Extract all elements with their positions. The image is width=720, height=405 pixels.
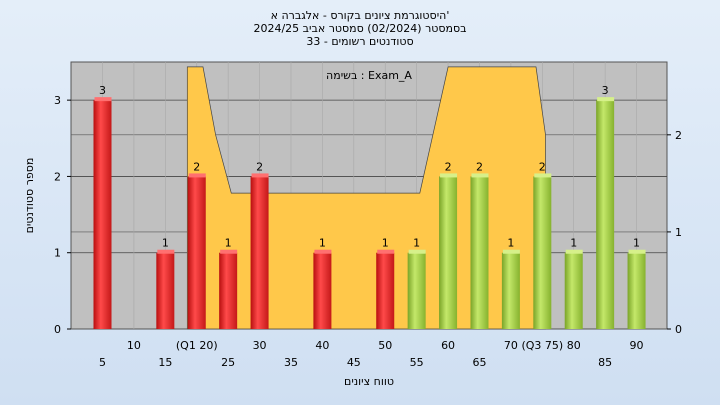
bar (250, 176, 269, 329)
bar (187, 176, 206, 329)
bar-top (377, 249, 395, 254)
bar-top (251, 173, 269, 178)
bar-top (502, 249, 520, 254)
annotation-label: בשימה : Exam_A (326, 69, 412, 82)
bar (376, 252, 395, 329)
x-tick-label: 15 (158, 356, 172, 369)
bar-top (597, 97, 615, 102)
bar (156, 252, 175, 329)
x-tick-label: 80 (567, 339, 581, 352)
x-tick-label: 25 (221, 356, 235, 369)
chart-title-line-3: סטודנטים רשומים - 33 (306, 35, 414, 48)
bar-data-label: 1 (507, 237, 514, 250)
y-tick-label: 3 (54, 94, 61, 107)
bar-data-label: 1 (225, 237, 232, 250)
bar-data-label: 2 (476, 160, 483, 173)
x-tick-label: 70 (504, 339, 518, 352)
bar (501, 252, 520, 329)
x-tick-label: (Q1 20) (176, 339, 218, 352)
bar-data-label: 1 (570, 237, 577, 250)
bar-data-label: 1 (319, 237, 326, 250)
bar (627, 252, 646, 329)
bar-data-label: 1 (413, 237, 420, 250)
bar-data-label: 2 (539, 160, 546, 173)
x-tick-label: 65 (472, 356, 486, 369)
chart-title-line-1: היסטוגרמת ציונים בקורס - אלגברה א' (270, 9, 450, 22)
bar (470, 176, 489, 329)
bar (564, 252, 583, 329)
x-tick-label: 85 (598, 356, 612, 369)
bar-data-label: 1 (162, 237, 169, 250)
bar-top (534, 173, 552, 178)
bar-top (188, 173, 206, 178)
x-tick-label: 30 (253, 339, 267, 352)
bar (219, 252, 238, 329)
bar (407, 252, 426, 329)
bar-top (408, 249, 426, 254)
bar-data-label: 2 (193, 160, 200, 173)
bar-data-label: 3 (99, 84, 106, 97)
x-tick-label: 10 (127, 339, 141, 352)
x-tick-label: 55 (410, 356, 424, 369)
y2-tick-label: 0 (675, 323, 682, 336)
bar (439, 176, 458, 329)
bar (533, 176, 552, 329)
x-axis-title: טווח ציונים (344, 375, 394, 388)
bar-top (220, 249, 238, 254)
bar-top (157, 249, 175, 254)
bar (93, 100, 112, 330)
y-tick-label: 0 (54, 323, 61, 336)
x-tick-label: 45 (347, 356, 361, 369)
bar-top (440, 173, 458, 178)
x-tick-label: 60 (441, 339, 455, 352)
bar-top (565, 249, 583, 254)
x-tick-label: 90 (630, 339, 644, 352)
bar-data-label: 2 (256, 160, 263, 173)
bar-top (314, 249, 332, 254)
y2-tick-label: 1 (675, 226, 682, 239)
x-tick-label: (Q3 75) (521, 339, 563, 352)
bar-top (471, 173, 489, 178)
x-tick-label: 40 (315, 339, 329, 352)
bar (596, 100, 615, 330)
y-axis-title: מספר סטודנטים (23, 158, 36, 234)
bar-top (94, 97, 112, 102)
x-tick-label: 35 (284, 356, 298, 369)
bar-top (628, 249, 646, 254)
y-tick-label: 2 (54, 170, 61, 183)
bar (313, 252, 332, 329)
x-tick-label: 5 (99, 356, 106, 369)
y2-tick-label: 2 (675, 129, 682, 142)
chart-title-line-2: בסמסטר (02/2024) סמסטר אביב 2024/25 (253, 22, 467, 35)
bar-data-label: 2 (445, 160, 452, 173)
bar-data-label: 1 (633, 237, 640, 250)
bar-data-label: 3 (602, 84, 609, 97)
bar-data-label: 1 (382, 237, 389, 250)
x-tick-label: 50 (378, 339, 392, 352)
y-tick-label: 1 (54, 247, 61, 260)
